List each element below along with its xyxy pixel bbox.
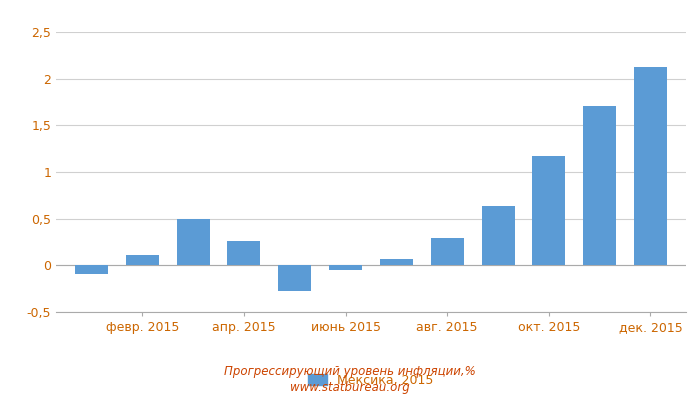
Bar xyxy=(126,255,159,265)
Bar xyxy=(380,259,413,265)
Bar xyxy=(228,241,260,265)
Legend: Мексика, 2015: Мексика, 2015 xyxy=(303,369,439,392)
Bar xyxy=(176,219,210,265)
Text: www.statbureau.org: www.statbureau.org xyxy=(290,382,410,394)
Bar xyxy=(532,156,566,265)
Text: Прогрессирующий уровень инфляции,%: Прогрессирующий уровень инфляции,% xyxy=(224,365,476,378)
Bar xyxy=(634,66,667,265)
Bar xyxy=(75,265,108,274)
Bar xyxy=(279,265,312,292)
Bar xyxy=(430,238,463,265)
Bar xyxy=(583,106,616,265)
Bar xyxy=(329,265,362,270)
Bar xyxy=(482,206,514,265)
